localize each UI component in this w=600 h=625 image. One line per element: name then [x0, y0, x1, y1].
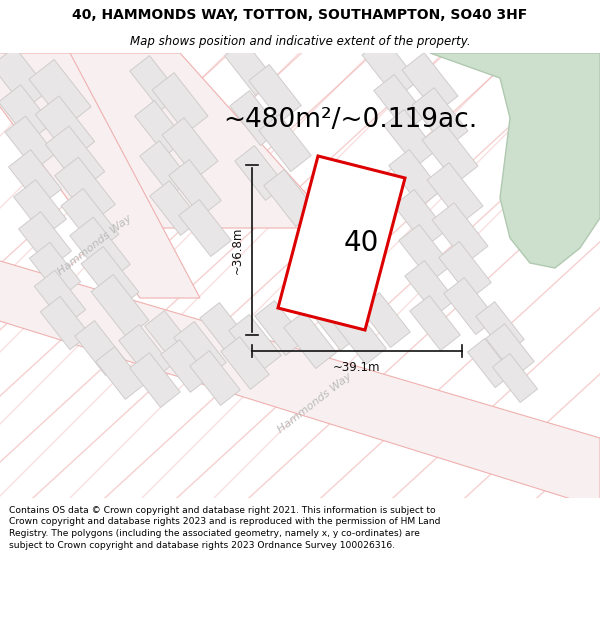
Polygon shape [190, 351, 240, 406]
Polygon shape [130, 352, 180, 408]
Polygon shape [422, 122, 478, 183]
Polygon shape [334, 308, 386, 364]
Polygon shape [0, 84, 52, 141]
Polygon shape [493, 354, 538, 402]
Polygon shape [29, 59, 91, 126]
Polygon shape [384, 109, 436, 166]
Polygon shape [34, 270, 86, 326]
Polygon shape [169, 159, 221, 216]
Polygon shape [70, 217, 130, 283]
Polygon shape [145, 311, 195, 366]
Polygon shape [55, 157, 115, 223]
Polygon shape [221, 337, 269, 389]
Polygon shape [405, 261, 455, 316]
Polygon shape [229, 314, 281, 371]
Polygon shape [0, 47, 49, 109]
Polygon shape [362, 38, 418, 98]
Text: ~36.8m: ~36.8m [231, 226, 244, 274]
Polygon shape [140, 141, 190, 196]
Polygon shape [467, 339, 512, 388]
Polygon shape [278, 156, 405, 330]
Polygon shape [430, 53, 600, 268]
Polygon shape [230, 91, 280, 146]
Polygon shape [374, 74, 426, 131]
Polygon shape [264, 169, 316, 226]
Polygon shape [259, 114, 311, 171]
Polygon shape [399, 224, 451, 281]
Polygon shape [0, 53, 200, 298]
Polygon shape [81, 246, 139, 309]
Polygon shape [284, 311, 336, 369]
Polygon shape [75, 321, 125, 376]
Polygon shape [130, 56, 180, 111]
Polygon shape [432, 202, 488, 263]
Polygon shape [225, 41, 275, 96]
Text: Map shows position and indicative extent of the property.: Map shows position and indicative extent… [130, 35, 470, 48]
Polygon shape [174, 321, 226, 379]
Polygon shape [135, 101, 185, 156]
Text: Hammonds Way: Hammonds Way [56, 213, 134, 277]
Polygon shape [152, 72, 208, 133]
Polygon shape [29, 242, 80, 298]
Polygon shape [40, 296, 89, 349]
Polygon shape [91, 274, 149, 338]
Polygon shape [444, 278, 496, 334]
Polygon shape [5, 116, 55, 170]
Text: 40: 40 [344, 229, 379, 257]
Text: ~480m²/~0.119ac.: ~480m²/~0.119ac. [223, 107, 477, 133]
Polygon shape [61, 189, 119, 251]
Polygon shape [35, 96, 95, 160]
Text: 40, HAMMONDS WAY, TOTTON, SOUTHAMPTON, SO40 3HF: 40, HAMMONDS WAY, TOTTON, SOUTHAMPTON, S… [73, 8, 527, 22]
Polygon shape [19, 212, 71, 268]
Polygon shape [394, 189, 446, 246]
Polygon shape [162, 118, 218, 178]
Polygon shape [410, 296, 460, 351]
Polygon shape [402, 52, 458, 113]
Text: Hammonds Way: Hammonds Way [276, 371, 354, 435]
Polygon shape [200, 302, 250, 358]
Polygon shape [427, 162, 483, 223]
Text: ~39.1m: ~39.1m [333, 361, 381, 374]
Polygon shape [249, 64, 301, 121]
Polygon shape [439, 241, 491, 299]
Polygon shape [360, 292, 410, 348]
Polygon shape [150, 181, 200, 236]
Polygon shape [0, 258, 600, 508]
Polygon shape [389, 149, 441, 206]
Polygon shape [235, 146, 285, 201]
Polygon shape [179, 199, 231, 256]
Polygon shape [0, 53, 310, 228]
Polygon shape [46, 126, 104, 190]
Polygon shape [310, 296, 360, 351]
Polygon shape [119, 324, 171, 381]
Polygon shape [14, 179, 67, 236]
Polygon shape [161, 340, 209, 392]
Polygon shape [8, 149, 61, 206]
Polygon shape [476, 302, 524, 354]
Polygon shape [255, 301, 305, 356]
Polygon shape [486, 324, 534, 376]
Text: Contains OS data © Crown copyright and database right 2021. This information is : Contains OS data © Crown copyright and d… [9, 506, 440, 550]
Polygon shape [96, 347, 144, 399]
Polygon shape [412, 88, 468, 148]
